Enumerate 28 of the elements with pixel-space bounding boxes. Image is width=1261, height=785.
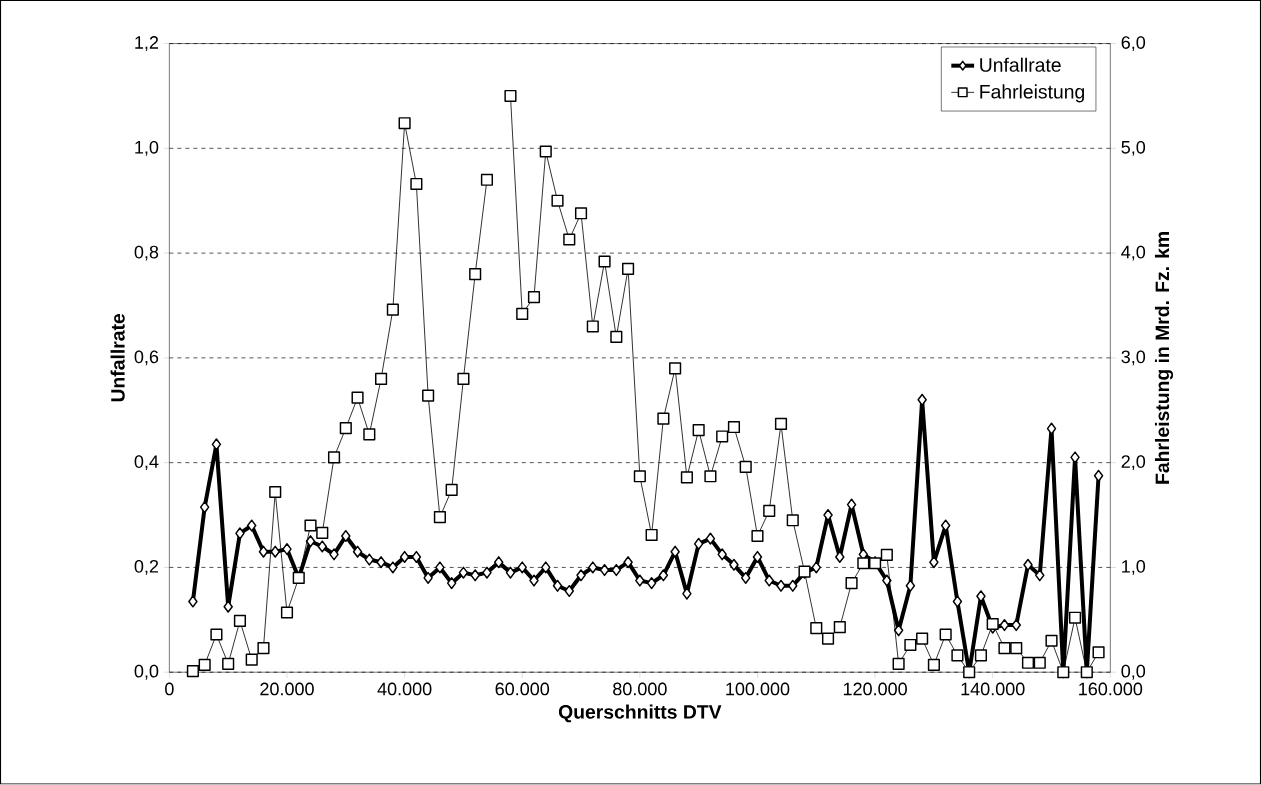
y2-tick-label: 6,0	[1121, 36, 1146, 52]
y2-tick-label: 1,0	[1122, 560, 1146, 576]
y2-tick-label: 3,0	[1121, 350, 1146, 366]
y-tick-label: 0,6	[134, 350, 159, 366]
y2-tick-label: 5,0	[1121, 141, 1146, 157]
x-tick-label: 160.000	[1079, 682, 1143, 696]
y-tick-label: 0,2	[134, 560, 159, 576]
legend-label: Fahrleistung	[980, 84, 1085, 103]
x-tick-label: 40.000	[377, 682, 432, 696]
x-tick-label: 80.000	[613, 682, 667, 696]
y-tick-label: 0,8	[134, 245, 159, 261]
legend-label: Unfallrate	[980, 57, 1061, 73]
y-tick-label: 0,0	[134, 664, 159, 680]
x-tick-label: 120.000	[843, 682, 907, 696]
y2-tick-label: 0,0	[1121, 664, 1146, 680]
x-tick-label: 140.000	[961, 682, 1025, 696]
x-tick-label: 0	[165, 682, 174, 696]
y2-axis-title: Fahrleistung in Mrd. Fz. km	[1154, 232, 1174, 484]
y-axis-title: Unfallrate	[110, 314, 125, 402]
x-axis-title: Querschnitts DTV	[558, 704, 722, 723]
y-tick-label: 1,0	[135, 141, 159, 157]
x-tick-label: 100.000	[726, 682, 790, 696]
y2-tick-label: 4,0	[1121, 245, 1146, 261]
y-tick-label: 0,4	[134, 455, 159, 471]
x-tick-label: 20.000	[260, 682, 314, 696]
y-tick-label: 1,2	[135, 36, 159, 52]
x-tick-label: 60.000	[495, 682, 550, 696]
y2-tick-label: 2,0	[1121, 455, 1146, 471]
